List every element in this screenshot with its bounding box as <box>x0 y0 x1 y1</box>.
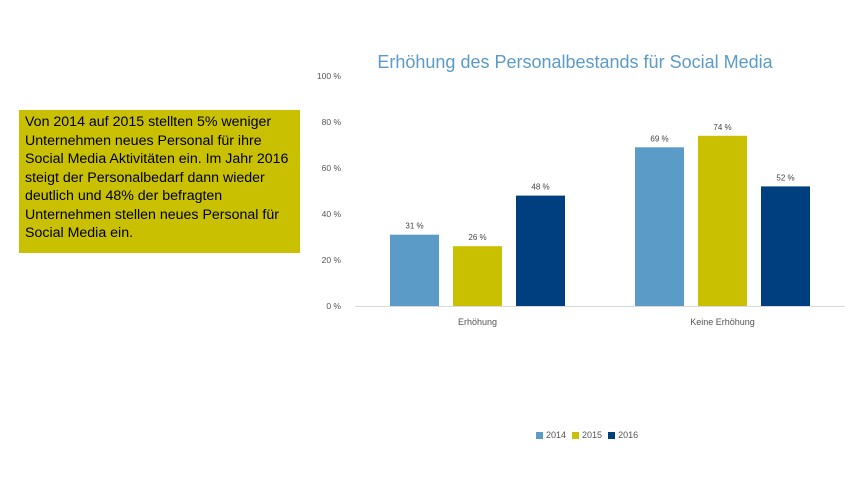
y-tick-label: 80 % <box>322 117 342 127</box>
bar <box>516 195 565 306</box>
y-tick-label: 60 % <box>322 163 342 173</box>
bar <box>453 246 502 306</box>
data-label: 69 % <box>650 134 668 143</box>
y-tick-label: 0 % <box>326 301 341 311</box>
annotation-textbox: Von 2014 auf 2015 stellten 5% weniger Un… <box>19 110 300 253</box>
bar <box>390 234 439 306</box>
data-label: 48 % <box>531 183 549 192</box>
legend-item: 2015 <box>572 430 602 440</box>
legend-swatch <box>608 431 616 439</box>
data-label: 74 % <box>713 123 731 132</box>
legend-label: 2016 <box>618 430 639 440</box>
chart-title: Erhöhung des Personalbestands für Social… <box>377 52 773 72</box>
chart-legend: 2014 2015 2016 <box>536 430 638 440</box>
legend-label: 2014 <box>546 430 567 440</box>
data-label: 26 % <box>468 233 486 242</box>
x-category-label: Keine Erhöhung <box>690 317 755 327</box>
data-label: 52 % <box>776 173 794 182</box>
legend-item: 2014 <box>536 430 566 440</box>
legend-swatch <box>572 431 580 439</box>
legend-swatch <box>536 431 543 439</box>
x-category-label: Erhöhung <box>458 317 497 327</box>
data-label: 31 % <box>405 222 423 231</box>
y-tick-label: 100 % <box>317 71 342 81</box>
legend-item: 2016 <box>608 430 638 440</box>
y-tick-label: 20 % <box>322 255 342 265</box>
legend-label: 2015 <box>582 430 603 440</box>
bar <box>698 135 747 306</box>
annotation-text: Von 2014 auf 2015 stellten 5% weniger Un… <box>25 114 289 241</box>
bar <box>635 147 684 306</box>
y-tick-label: 40 % <box>322 209 342 219</box>
bar <box>761 186 810 306</box>
